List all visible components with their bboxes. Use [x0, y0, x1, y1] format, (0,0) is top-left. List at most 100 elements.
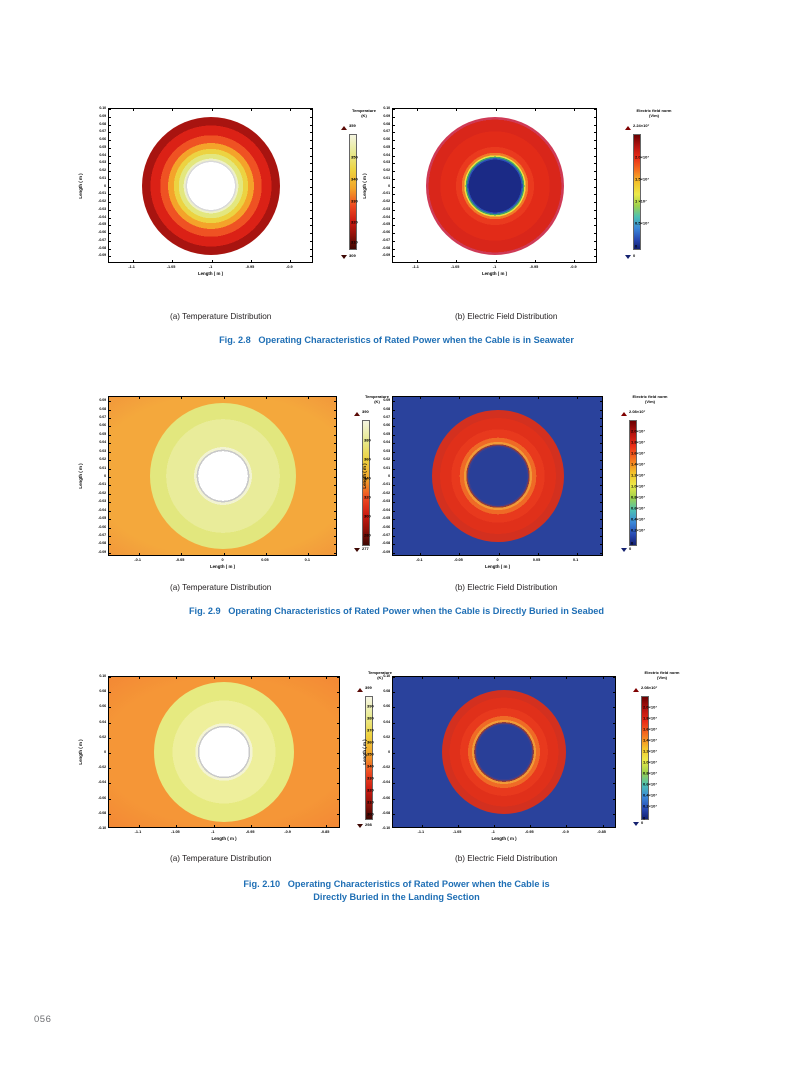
y-tick-label: 0.06 — [383, 423, 390, 428]
x-tick-mark — [574, 260, 576, 262]
y-tick-mark-right — [337, 722, 339, 724]
colorbar-tick: 2.0×10⁷ — [631, 428, 645, 434]
y-tick-label: 0.01 — [383, 465, 390, 470]
y-tick-label: 0.05 — [99, 431, 106, 436]
y-tick-mark-right — [613, 813, 615, 815]
y-tick-mark — [393, 519, 395, 521]
y-tick-mark-right — [334, 468, 336, 470]
colorbar-min-marker — [633, 822, 639, 826]
x-tick-mark — [176, 825, 178, 827]
x-tick-mark — [213, 825, 215, 827]
y-tick-label: 0 — [104, 183, 106, 188]
x-tick-mark-top — [495, 109, 497, 111]
y-tick-mark-right — [334, 527, 336, 529]
x-tick-mark-top — [458, 677, 460, 679]
y-tick-mark — [393, 535, 395, 537]
x-tick-label: 0.05 — [532, 558, 541, 562]
figure-2-9: Length ( m ) 0.09 0.08 0.07 0.06 0.05 0.04 0.0… — [0, 394, 793, 618]
colorbar-tick: 1.2×10⁷ — [643, 748, 657, 754]
x-tick-label: -0.9 — [286, 265, 293, 269]
x-tick-mark-top — [308, 397, 310, 399]
colorbar-max-value: 2.24×10⁷ — [633, 123, 650, 128]
y-tick-label: 0.10 — [99, 106, 106, 110]
x-tick-mark — [459, 553, 461, 555]
y-tick-mark-right — [310, 256, 312, 258]
y-tick-mark-right — [334, 460, 336, 462]
y-tick-label: -0.07 — [98, 532, 106, 537]
y-tick-label: 0.08 — [383, 689, 390, 694]
colorbar-tick: 2.0×10⁷ — [635, 154, 649, 160]
x-tick-mark-top — [265, 397, 267, 399]
y-tick-mark — [109, 783, 111, 785]
x-tick-label: 0 — [496, 558, 499, 562]
colorbar-tick: 0.8×10⁷ — [643, 770, 657, 776]
y-tick-label: 0.04 — [383, 152, 390, 157]
y-tick-mark — [393, 502, 395, 504]
y-tick-mark-right — [337, 783, 339, 785]
y-tick-mark-right — [600, 502, 602, 504]
figure-2-10: Length ( m ) 0.10 0.08 0.06 0.04 0.02 0 -0.02 -… — [0, 670, 793, 905]
y-tick-mark-right — [334, 510, 336, 512]
y-tick-mark-right — [310, 155, 312, 157]
x-tick-mark-top — [213, 677, 215, 679]
y-tick-mark-right — [310, 194, 312, 196]
colorbar-title-line2: (V/m) — [645, 398, 655, 404]
x-tick-labels: -1.1 -1.05 -1 -0.95 -0.9 -0.85 — [392, 828, 616, 840]
figure-2-10-panel-b: Length ( m ) 0.10 0.08 0.06 0.04 0.02 0 -0.02 -… — [362, 670, 679, 841]
y-tick-label: 0.09 — [383, 398, 390, 403]
y-tick-label: -0.09 — [98, 253, 106, 258]
x-tick-label: -0.95 — [524, 830, 534, 834]
colorbar-tick: 340 — [351, 176, 358, 182]
y-tick-mark — [393, 737, 395, 739]
y-tick-label: 0.08 — [383, 406, 390, 411]
colorbar-tick: 360 — [364, 456, 371, 462]
x-tick-mark-top — [288, 677, 290, 679]
y-tick-mark-right — [600, 418, 602, 420]
x-tick-label: -0.9 — [284, 830, 291, 834]
x-tick-label: 0.05 — [261, 558, 269, 562]
figure-2-9-panels: Length ( m ) 0.09 0.08 0.07 0.06 0.05 0.04 0.0… — [0, 394, 793, 569]
y-tick-mark — [393, 155, 395, 157]
y-tick-label: -0.03 — [382, 206, 390, 211]
y-tick-label: 0.08 — [383, 121, 390, 126]
colorbar-max-value: 2.08×10⁷ — [641, 685, 658, 690]
colorbar-max-value: 2.08×10⁷ — [629, 409, 646, 414]
y-tick-mark-right — [594, 140, 596, 141]
colorbar-title-line1: Temperature — [365, 394, 389, 399]
y-tick-label: -0.05 — [98, 516, 106, 521]
x-tick-mark-top — [602, 677, 604, 679]
y-tick-label: 0.04 — [99, 440, 106, 445]
y-tick-mark-right — [334, 535, 336, 537]
y-tick-mark-right — [613, 753, 615, 754]
y-tick-label: 0.08 — [99, 406, 106, 411]
colorbar-gradient — [365, 696, 373, 820]
colorbar-tick: 360 — [367, 739, 374, 745]
y-tick-mark — [393, 493, 395, 495]
colorbar-title-line1: Temperature — [368, 670, 392, 675]
y-tick-mark — [393, 194, 395, 196]
x-tick-mark-top — [537, 397, 539, 399]
colorbar-tick: 1.0×10⁷ — [631, 483, 645, 489]
y-tick-mark-right — [594, 163, 596, 165]
y-tick-mark — [393, 753, 395, 754]
y-tick-mark — [109, 519, 111, 521]
colorbar-temperature-seabed: Temperature (K) 390 380 360 340 320 300 … — [353, 394, 413, 556]
y-tick-mark-right — [337, 798, 339, 800]
y-tick-mark — [393, 468, 395, 470]
colorbar-tick: 0.8×10⁷ — [631, 494, 645, 500]
x-tick-mark-top — [138, 397, 140, 399]
y-tick-mark — [109, 163, 111, 165]
colorbar-title-line1: Temperature — [352, 108, 376, 113]
y-tick-labels: 0.10 0.09 0.08 0.07 0.06 0.05 0.04 0.03 0.02 0.01… — [82, 106, 106, 263]
x-tick-labels: -0.1 -0.05 0 0.05 0.1 — [392, 556, 603, 568]
y-tick-label: 0.02 — [99, 168, 106, 172]
y-tick-labels: 0.09 0.08 0.07 0.06 0.05 0.04 0.03 0.02 0.01 0 -0.… — [82, 396, 106, 556]
colorbar-min-value: 0 — [633, 253, 636, 258]
figure-2-8-subcaptions: (a) Temperature Distribution (b) Electri… — [0, 312, 793, 328]
y-tick-mark-right — [334, 552, 336, 554]
y-tick-mark — [109, 147, 111, 149]
y-tick-mark — [109, 510, 111, 512]
x-tick-mark-top — [459, 397, 461, 399]
colorbar-efield-landing: Electric field norm (V/m) 2.08×10⁷ 2.0×1… — [632, 670, 694, 830]
y-tick-mark — [393, 768, 395, 770]
